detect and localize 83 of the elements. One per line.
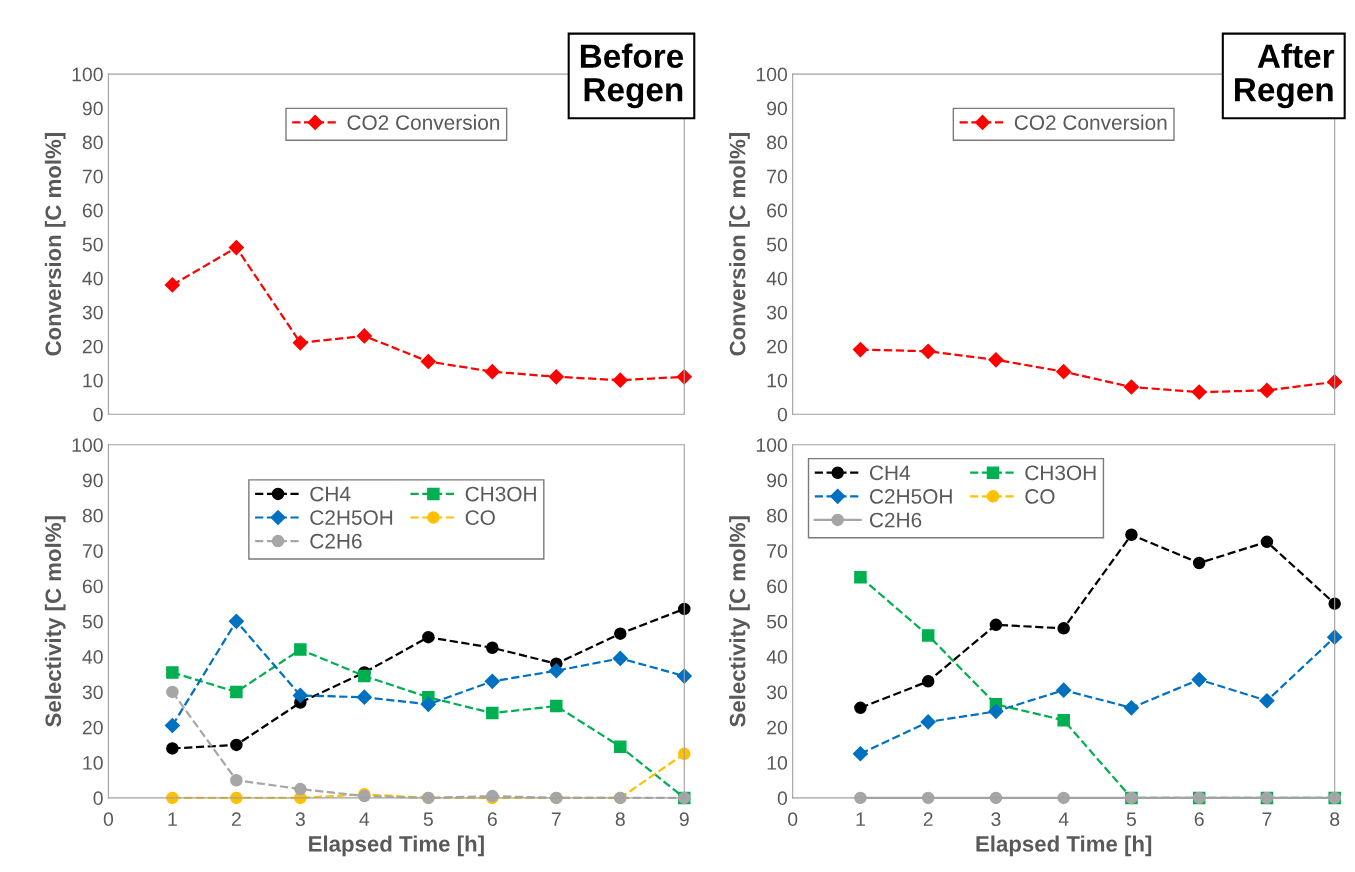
legend-label: CH4	[310, 486, 351, 502]
y-tick-label: 10	[767, 756, 788, 770]
legend-label: CH4	[869, 465, 910, 481]
legend-label: CH3OH	[1025, 465, 1096, 481]
y-tick-label: 80	[767, 508, 788, 523]
y-tick-label: 100	[72, 438, 103, 452]
x-tick-label: 7	[1262, 812, 1272, 826]
y-tick-label: 40	[82, 650, 103, 664]
x-tick-label: 8	[615, 812, 625, 827]
y-tick-label: 10	[83, 756, 103, 770]
legend-label: CO2 Conversion	[1014, 114, 1167, 130]
y-tick-label: 0	[93, 407, 103, 422]
y-tick-label: 90	[82, 473, 103, 488]
y-tick-label: 100	[756, 438, 788, 452]
y-tick-label: 50	[82, 614, 103, 629]
x-tick-label: 4	[1058, 812, 1069, 826]
x-tick-label: 2	[231, 812, 241, 826]
y-tick-label: 90	[767, 473, 788, 488]
y-tick-label: 60	[82, 579, 103, 594]
y-tick-label: 90	[82, 101, 103, 116]
y-tick-label: 60	[767, 579, 788, 594]
y-tick-label: 90	[767, 101, 788, 116]
y-tick-label: 60	[767, 203, 788, 218]
x-tick-label: 1	[168, 812, 177, 826]
y-tick-label: 10	[83, 373, 103, 388]
y-tick-label: 40	[766, 271, 788, 286]
legend-label: CO2 Conversion	[347, 114, 500, 130]
x-tick-label: 1	[856, 812, 865, 826]
y-tick-label: 70	[767, 169, 788, 184]
y-axis-title: Conversion [C mol%]	[729, 133, 750, 356]
y-tick-label: 30	[766, 685, 788, 700]
y-tick-label: 20	[767, 339, 788, 354]
legend-label: C2H5OH	[310, 510, 393, 525]
x-tick-label: 9	[679, 812, 689, 827]
x-tick-label: 8	[1330, 812, 1340, 827]
y-tick-label: 80	[82, 508, 103, 523]
legend-label: CO	[1025, 489, 1055, 504]
y-tick-label: 100	[756, 67, 788, 82]
x-axis-title: Elapsed Time [h]	[976, 835, 1152, 857]
y-tick-label: 0	[93, 791, 103, 806]
y-axis-title: Selectivity [C mol%]	[44, 516, 66, 727]
x-tick-label: 6	[487, 812, 497, 827]
y-axis-title: Conversion [C mol%]	[44, 133, 66, 356]
y-axis-title: Selectivity [C mol%]	[729, 516, 750, 727]
y-tick-label: 70	[82, 169, 103, 184]
x-tick-label: 3	[991, 812, 1001, 827]
annotation: After Regen	[1235, 43, 1335, 109]
y-tick-label: 50	[82, 237, 103, 252]
x-tick-label: 6	[1194, 812, 1204, 827]
x-tick-label: 5	[423, 812, 433, 827]
y-tick-label: 70	[767, 544, 788, 558]
y-tick-label: 80	[82, 135, 103, 150]
x-tick-label: 4	[359, 812, 370, 826]
legend-label: C2H5OH	[869, 489, 952, 504]
legend-label: CO	[465, 510, 495, 525]
legend-label: CH3OH	[465, 486, 536, 502]
x-tick-label: 5	[1126, 812, 1137, 827]
x-tick-label: 7	[551, 812, 561, 826]
legend-label: C2H6	[869, 512, 922, 528]
y-tick-label: 40	[766, 650, 788, 664]
y-tick-label: 0	[777, 407, 788, 422]
y-tick-label: 30	[82, 685, 103, 700]
x-tick-label: 0	[788, 812, 798, 827]
y-tick-label: 100	[72, 67, 103, 82]
x-tick-label: 0	[103, 812, 114, 827]
y-tick-label: 50	[766, 237, 788, 252]
x-tick-label: 2	[923, 812, 933, 826]
y-tick-label: 30	[82, 305, 103, 320]
y-tick-label: 20	[767, 720, 788, 735]
x-axis-title: Elapsed Time [h]	[309, 835, 484, 857]
y-tick-label: 70	[82, 544, 103, 558]
legend-label: C2H6	[310, 533, 362, 549]
x-tick-label: 3	[295, 812, 305, 827]
y-tick-label: 50	[766, 614, 788, 629]
y-tick-label: 40	[82, 271, 103, 286]
y-tick-label: 30	[766, 305, 788, 320]
y-tick-label: 20	[82, 339, 103, 354]
y-tick-label: 80	[767, 135, 788, 150]
y-tick-label: 0	[777, 791, 788, 806]
y-tick-label: 10	[767, 373, 788, 388]
y-tick-label: 60	[82, 203, 103, 218]
annotation: Before Regen	[580, 43, 684, 109]
y-tick-label: 20	[82, 720, 103, 735]
